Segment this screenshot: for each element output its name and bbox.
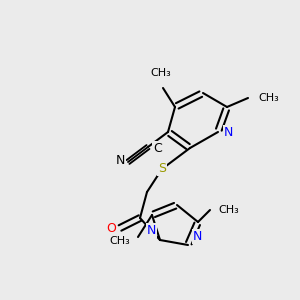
Text: CH₃: CH₃ [218,205,239,215]
Text: N: N [116,154,125,166]
Text: O: O [106,221,116,235]
Text: CH₃: CH₃ [151,68,171,78]
Text: N: N [193,230,202,243]
Text: C: C [153,142,162,154]
Text: S: S [158,163,166,176]
Text: N: N [224,125,233,139]
Text: N: N [147,224,156,237]
Text: CH₃: CH₃ [258,93,279,103]
Text: CH₃: CH₃ [109,236,130,246]
